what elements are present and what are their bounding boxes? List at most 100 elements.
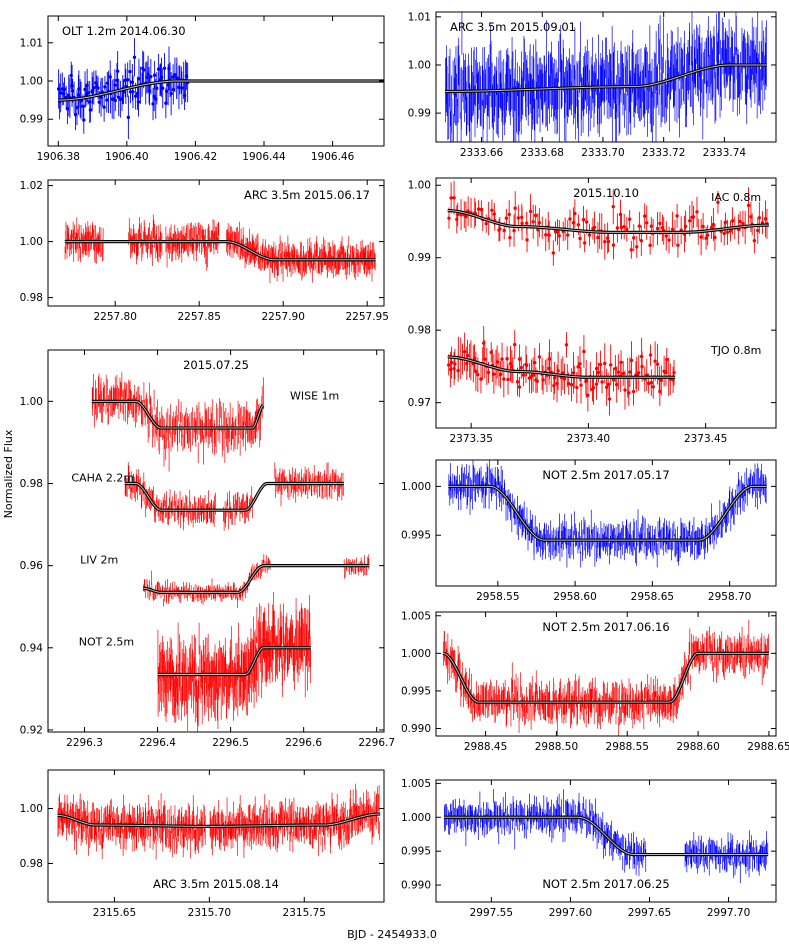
data-point	[642, 214, 647, 218]
data-point	[113, 83, 117, 87]
data-point	[513, 342, 517, 347]
y-tick-label: 0.995	[401, 846, 431, 858]
x-tick-label: 2333.66	[460, 147, 504, 159]
data-point	[528, 209, 533, 214]
y-tick-label: 0.97	[408, 397, 431, 409]
data-point	[695, 210, 699, 214]
data-point	[648, 243, 652, 248]
data-point	[705, 233, 710, 237]
data-point	[655, 362, 660, 366]
data-point	[552, 383, 556, 388]
x-tick-label: 2958.65	[631, 591, 674, 603]
series-olt-1-2m	[56, 38, 384, 140]
x-tick-label: 2257.80	[93, 311, 136, 323]
data-point	[449, 196, 453, 200]
data-point	[557, 234, 561, 238]
x-tick-label: 2315.65	[93, 907, 136, 919]
data-point	[88, 108, 93, 112]
data-point	[645, 221, 649, 225]
data-point	[592, 225, 597, 230]
panel-frame	[435, 177, 777, 429]
x-tick-label: 2315.75	[283, 907, 326, 919]
data-point	[65, 107, 70, 111]
panel-title: ARC 3.5m 2015.06.17	[244, 188, 370, 202]
data-point	[103, 85, 107, 89]
y-tick-label: 1.02	[20, 180, 43, 192]
y-tick-label: 0.990	[401, 723, 431, 735]
x-tick-label: 2373.35	[449, 433, 492, 445]
data-point	[162, 66, 167, 70]
y-tick-label: 1.005	[401, 778, 431, 790]
series-label: IAC 0.8m	[711, 191, 761, 204]
series-not-2-5m	[442, 619, 769, 736]
plot-area	[91, 372, 370, 732]
data-point	[462, 349, 467, 354]
series-label: CAHA 2.2m	[71, 471, 134, 484]
data-point	[136, 100, 141, 104]
data-point	[479, 377, 483, 381]
x-tick-label: 2257.90	[261, 311, 304, 323]
data-point	[637, 371, 641, 375]
data-point	[618, 212, 623, 217]
data-point	[576, 365, 580, 369]
model-curve-highlight	[448, 485, 767, 541]
data-point	[621, 371, 625, 376]
x-tick-label: 2257.95	[345, 311, 388, 323]
data-point	[688, 219, 692, 223]
x-tick-label: 2958.55	[476, 591, 519, 603]
x-tick-label: 1906.42	[174, 151, 217, 163]
data-point	[606, 382, 610, 387]
data-point	[506, 377, 510, 382]
data-point	[730, 219, 735, 223]
data-point	[113, 98, 117, 103]
data-point	[757, 216, 762, 220]
series-not-2-5m	[157, 592, 311, 732]
series-tjo-0-8m	[447, 326, 676, 416]
data-point	[591, 385, 596, 390]
data-point	[155, 86, 159, 90]
panel-p4: IAC 0.8m TJO 0.8m 2373.35 2373.40 2373.45 0.9…	[408, 177, 777, 445]
y-tick-label: 0.995	[401, 530, 431, 542]
data-point	[619, 225, 624, 230]
data-point	[616, 370, 621, 374]
data-point	[517, 385, 522, 389]
x-tick-label: 2296.7	[358, 737, 395, 749]
data-point	[508, 361, 513, 366]
data-point	[504, 216, 509, 220]
data-point	[544, 233, 548, 237]
panel-title: 2015.07.25	[183, 358, 249, 372]
y-tick-label: 0.98	[20, 858, 43, 870]
data-point	[474, 369, 478, 374]
data-point	[664, 370, 668, 375]
data-point	[555, 230, 560, 234]
x-tick-label: 2988.65	[747, 741, 789, 753]
data-point	[619, 360, 623, 365]
data-point	[164, 89, 169, 94]
data-point	[632, 236, 636, 240]
data-point	[525, 238, 529, 242]
data-point	[131, 90, 135, 94]
y-tick-label: 0.94	[20, 642, 44, 654]
data-point	[552, 376, 557, 380]
data-point	[604, 385, 609, 390]
data-point	[128, 90, 133, 94]
data-point	[611, 243, 616, 247]
series-label: NOT 2.5m	[79, 636, 134, 649]
data-point	[464, 214, 468, 219]
data-point	[564, 343, 569, 347]
data-point	[631, 389, 636, 394]
y-tick-label: 1.00	[20, 396, 43, 408]
data-point	[156, 67, 161, 71]
data-point	[73, 112, 78, 117]
data-point	[132, 55, 137, 59]
model-curve-highlight	[442, 652, 769, 703]
plot-area	[56, 38, 384, 140]
model-curve-highlight	[91, 400, 264, 429]
model-curve-highlight	[58, 80, 384, 101]
panel-p1: 1906.38 1906.40 1906.42 1906.44 1906.46 0.99 1…	[20, 15, 385, 163]
x-tick-label: 2988.50	[535, 741, 578, 753]
data-point	[455, 212, 460, 217]
x-tick-label: 2997.60	[549, 907, 592, 919]
data-point	[515, 380, 520, 384]
model-curve-highlight	[447, 210, 769, 233]
